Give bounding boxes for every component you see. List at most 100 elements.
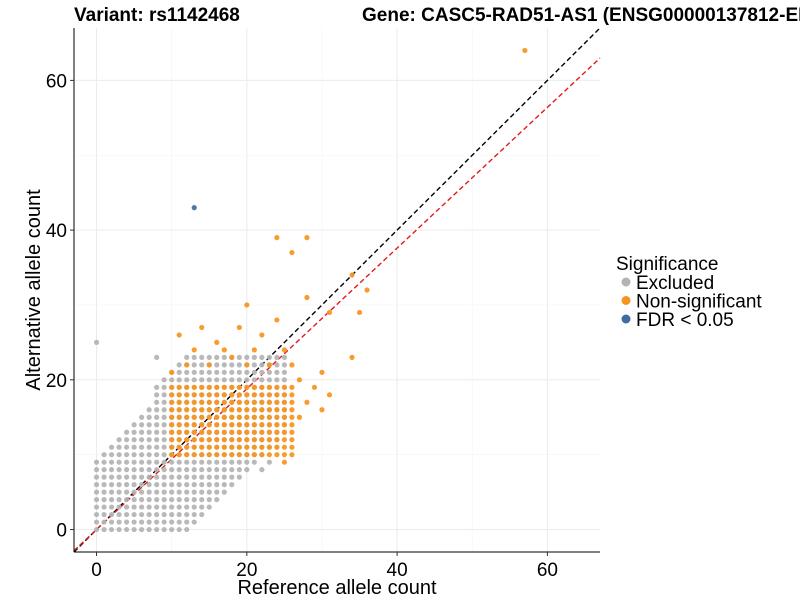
point-excluded bbox=[221, 362, 227, 368]
point-excluded bbox=[124, 429, 130, 435]
point-excluded bbox=[146, 407, 152, 413]
point-excluded bbox=[281, 377, 287, 383]
point-excluded bbox=[229, 482, 235, 488]
point-non-significant bbox=[251, 407, 257, 413]
point-non-significant bbox=[199, 437, 205, 443]
point-excluded bbox=[199, 497, 205, 503]
point-non-significant bbox=[169, 437, 175, 443]
point-excluded bbox=[169, 482, 175, 488]
point-non-significant bbox=[176, 444, 182, 450]
point-excluded bbox=[154, 429, 160, 435]
point-excluded bbox=[199, 482, 205, 488]
point-excluded bbox=[266, 377, 272, 383]
point-excluded bbox=[251, 459, 257, 465]
point-excluded bbox=[161, 384, 167, 390]
point-excluded bbox=[191, 489, 197, 495]
point-non-significant bbox=[522, 47, 528, 54]
point-non-significant bbox=[266, 452, 272, 458]
point-excluded bbox=[221, 482, 227, 488]
point-non-significant bbox=[184, 429, 190, 435]
point-non-significant bbox=[289, 422, 295, 428]
point-excluded bbox=[146, 467, 152, 473]
point-excluded bbox=[281, 362, 287, 368]
point-excluded bbox=[108, 511, 115, 518]
point-excluded bbox=[274, 377, 280, 383]
point-excluded bbox=[131, 467, 137, 473]
point-non-significant bbox=[199, 384, 205, 390]
point-non-significant bbox=[236, 414, 242, 420]
point-non-significant bbox=[289, 429, 295, 435]
point-non-significant bbox=[236, 392, 242, 398]
point-excluded bbox=[206, 377, 212, 383]
point-excluded bbox=[161, 429, 167, 435]
point-excluded bbox=[236, 369, 242, 375]
point-excluded bbox=[169, 497, 175, 503]
point-non-significant bbox=[281, 422, 287, 428]
point-non-significant bbox=[206, 444, 212, 450]
point-non-significant bbox=[251, 437, 257, 443]
point-excluded bbox=[266, 459, 272, 465]
point-excluded bbox=[176, 459, 182, 465]
point-non-significant bbox=[176, 332, 182, 338]
point-non-significant bbox=[229, 392, 235, 398]
point-non-significant bbox=[191, 437, 197, 443]
point-non-significant bbox=[326, 392, 333, 398]
point-excluded bbox=[131, 489, 137, 495]
point-excluded bbox=[108, 482, 115, 488]
point-non-significant bbox=[289, 444, 295, 450]
point-excluded bbox=[161, 504, 167, 510]
point-excluded bbox=[221, 354, 227, 360]
point-excluded bbox=[191, 474, 197, 480]
point-non-significant bbox=[169, 369, 175, 375]
point-non-significant bbox=[236, 429, 242, 435]
point-excluded bbox=[93, 497, 100, 503]
point-excluded bbox=[161, 392, 167, 398]
point-excluded bbox=[161, 437, 167, 443]
point-non-significant bbox=[176, 452, 182, 458]
point-non-significant bbox=[364, 287, 370, 293]
point-non-significant bbox=[281, 399, 287, 405]
point-excluded bbox=[169, 459, 175, 465]
x-axis-title: Reference allele count bbox=[237, 577, 436, 599]
point-excluded bbox=[176, 362, 182, 368]
point-excluded bbox=[214, 362, 220, 368]
point-excluded bbox=[116, 452, 122, 458]
point-non-significant bbox=[281, 414, 287, 420]
point-excluded bbox=[169, 489, 175, 495]
point-non-significant bbox=[281, 384, 287, 390]
point-excluded bbox=[206, 489, 212, 495]
point-excluded bbox=[184, 369, 190, 375]
point-excluded bbox=[154, 437, 160, 443]
x-tick-label: 0 bbox=[91, 560, 102, 581]
point-non-significant bbox=[274, 452, 280, 458]
point-non-significant bbox=[244, 452, 250, 458]
point-non-significant bbox=[236, 444, 242, 450]
point-excluded bbox=[184, 482, 190, 488]
point-excluded bbox=[116, 489, 122, 495]
point-excluded bbox=[154, 497, 160, 503]
y-tick-label: 60 bbox=[46, 71, 67, 92]
point-excluded bbox=[281, 369, 287, 375]
point-excluded bbox=[139, 504, 145, 510]
point-non-significant bbox=[289, 414, 295, 420]
point-non-significant bbox=[199, 452, 205, 458]
point-excluded bbox=[176, 474, 182, 480]
point-non-significant bbox=[214, 429, 220, 435]
point-excluded bbox=[154, 489, 160, 495]
point-excluded bbox=[206, 354, 212, 360]
point-excluded bbox=[93, 467, 100, 473]
axes: 0 20 40 60 0 20 40 60 bbox=[46, 28, 600, 581]
point-excluded bbox=[116, 482, 122, 488]
point-non-significant bbox=[229, 407, 235, 413]
point-excluded bbox=[274, 362, 280, 368]
point-non-significant bbox=[184, 399, 190, 405]
point-non-significant bbox=[169, 452, 175, 458]
point-excluded bbox=[259, 467, 265, 473]
point-excluded bbox=[169, 474, 175, 480]
point-excluded bbox=[154, 504, 160, 510]
point-excluded bbox=[161, 414, 167, 420]
point-non-significant bbox=[176, 437, 182, 443]
point-non-significant bbox=[274, 317, 280, 323]
point-excluded bbox=[116, 511, 122, 518]
point-non-significant bbox=[221, 422, 227, 428]
